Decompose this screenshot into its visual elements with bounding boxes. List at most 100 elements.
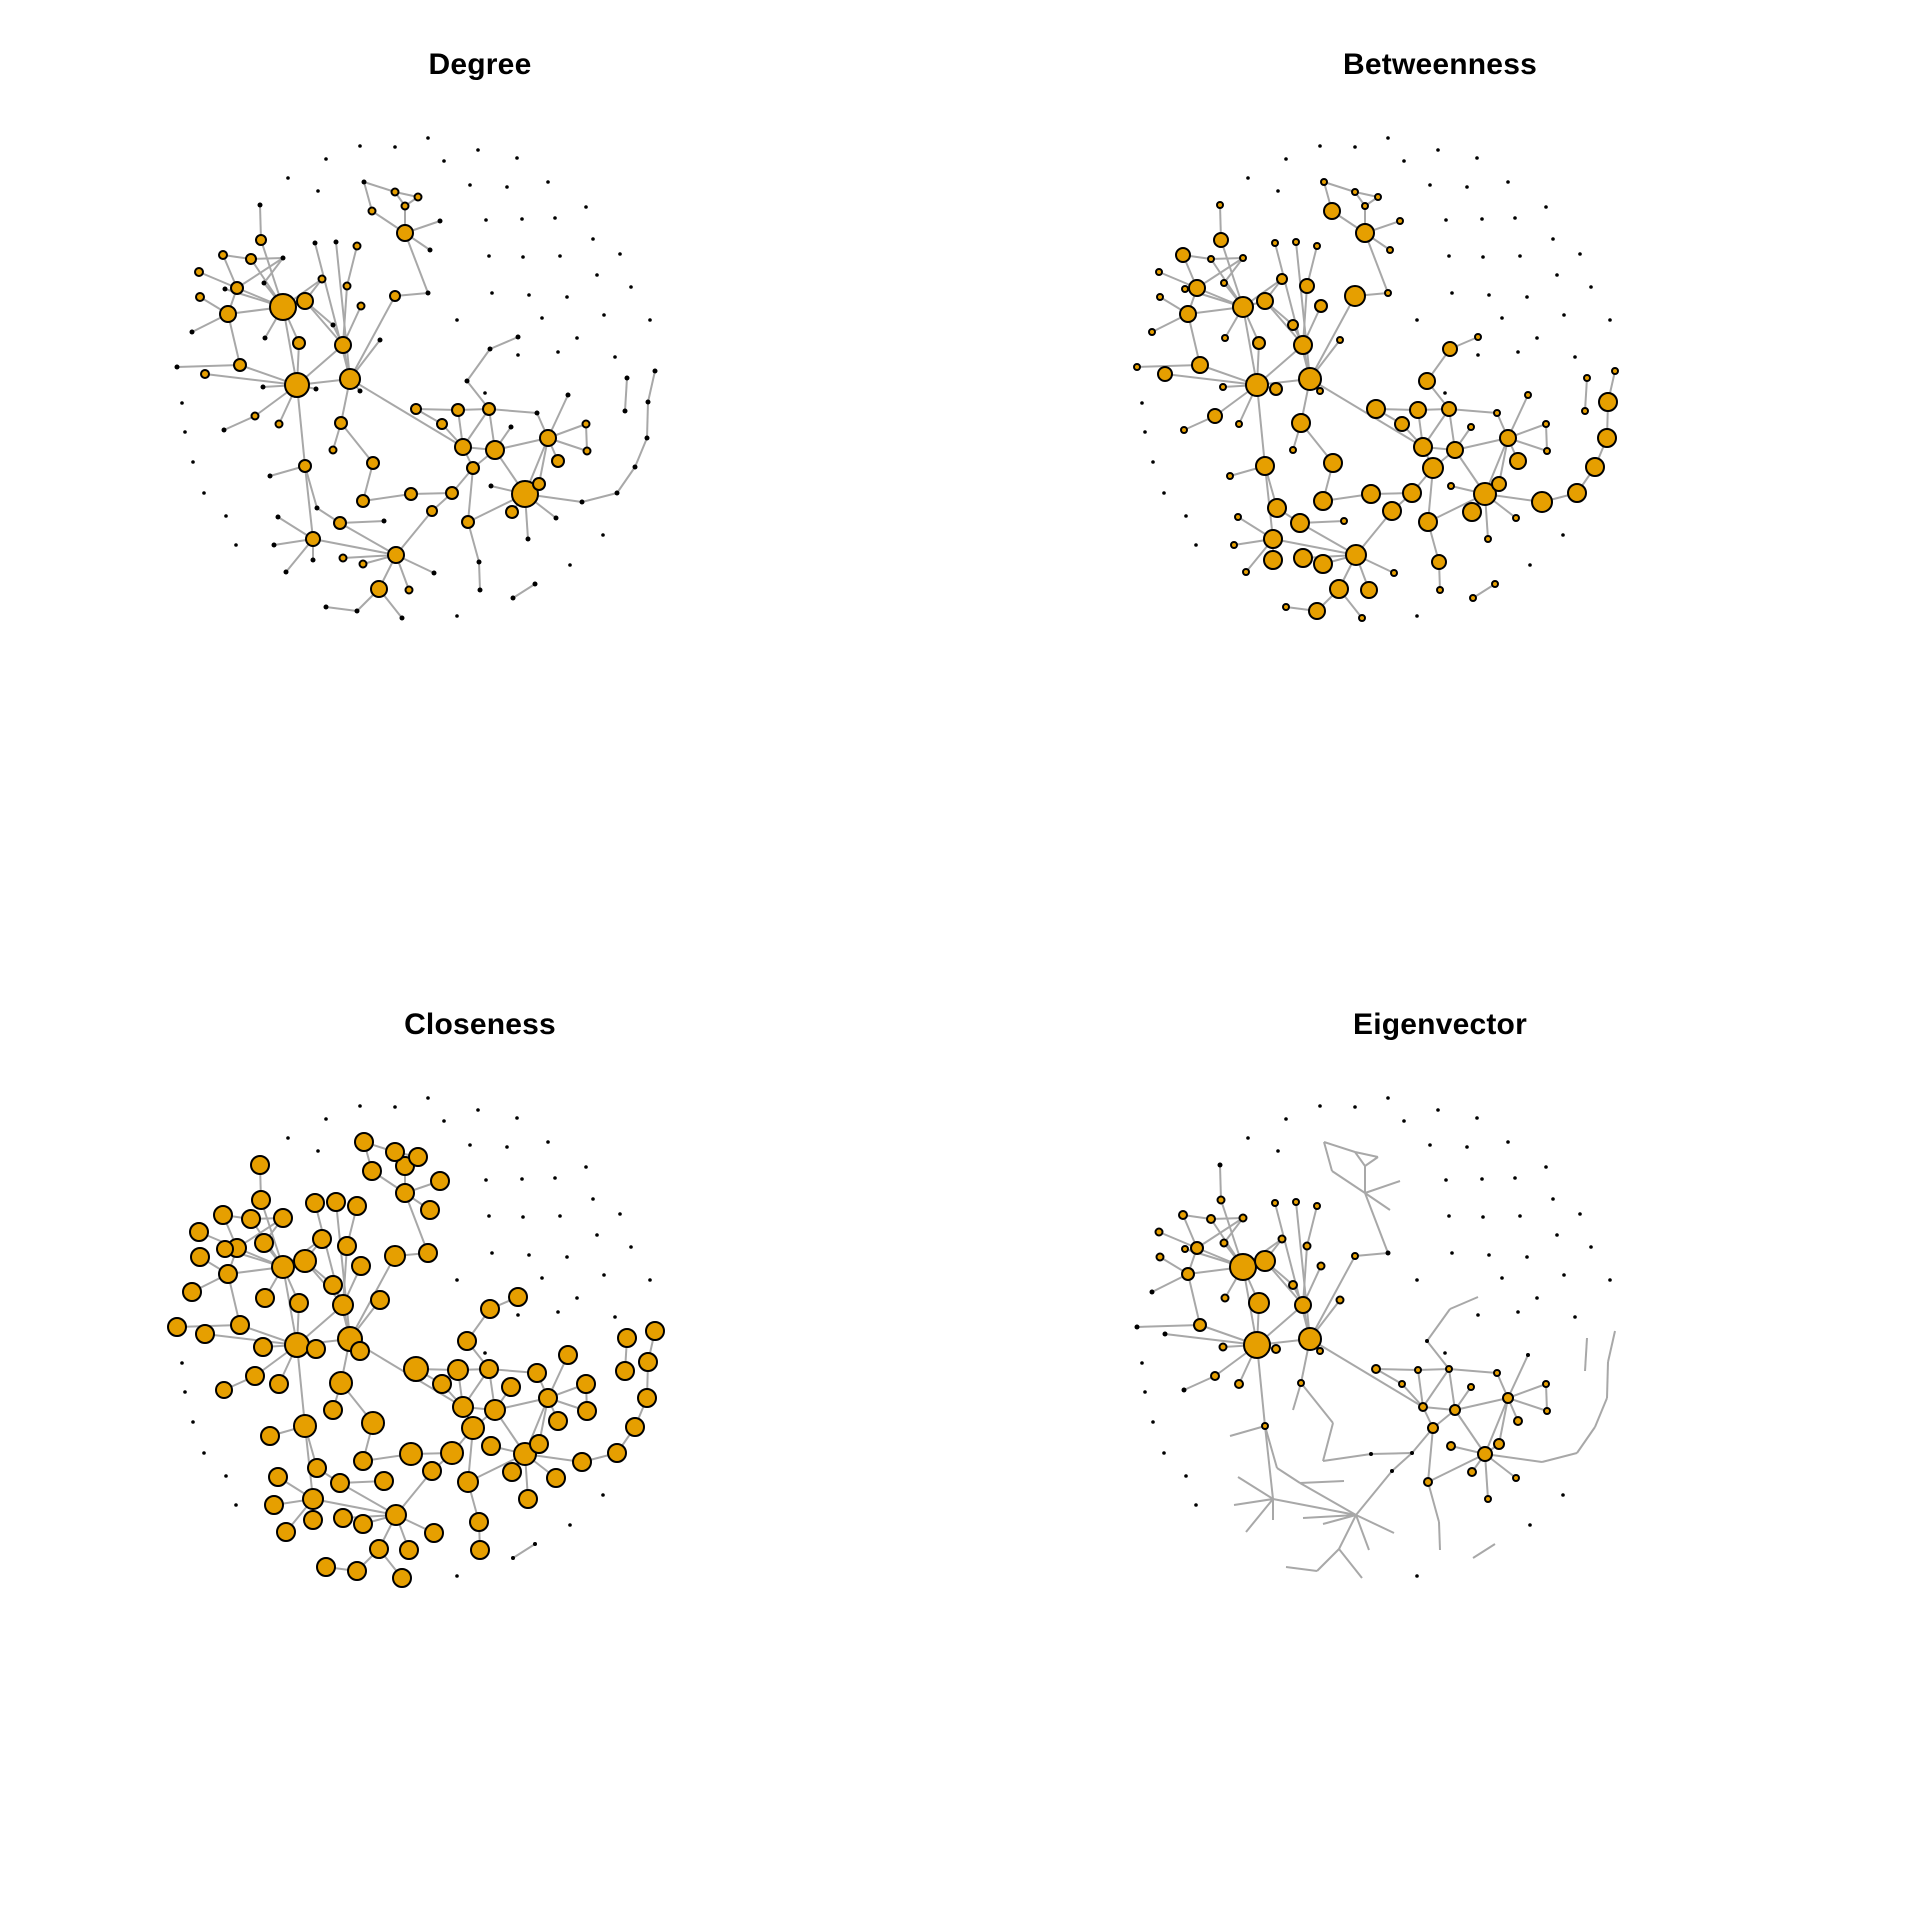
eigenvector-isolated-node — [1450, 1251, 1454, 1255]
betweenness-node — [1252, 336, 1266, 350]
degree-isolated-node — [515, 156, 519, 160]
degree-edge — [404, 232, 429, 294]
closeness-node — [330, 1473, 350, 1493]
closeness-node — [447, 1359, 469, 1381]
betweenness-isolated-node — [1551, 237, 1555, 241]
degree-isolated-node — [393, 145, 397, 149]
eigenvector-node — [1467, 1467, 1477, 1477]
betweenness-edge — [1242, 306, 1258, 386]
degree-node — [389, 290, 401, 302]
betweenness-node — [1245, 373, 1269, 397]
degree-node — [515, 334, 521, 340]
degree-edge — [342, 285, 348, 346]
eigenvector-edge — [1427, 1481, 1440, 1523]
degree-node — [476, 559, 482, 565]
betweenness-node — [1313, 554, 1333, 574]
eigenvector-isolated-node — [1500, 1276, 1504, 1280]
degree-node — [296, 292, 314, 310]
degree-node — [477, 587, 483, 593]
eigenvector-edge — [1594, 1397, 1608, 1428]
eigenvector-node — [1467, 1383, 1475, 1391]
betweenness-edge — [1545, 423, 1548, 452]
betweenness-node — [1180, 426, 1188, 434]
closeness-isolated-node — [521, 1215, 525, 1219]
degree-node — [260, 384, 266, 390]
eigenvector-edge — [1233, 1498, 1274, 1506]
eigenvector-node — [1261, 1422, 1269, 1430]
closeness-node — [351, 1256, 371, 1276]
betweenness-node — [1157, 366, 1173, 382]
degree-edge — [176, 364, 241, 368]
degree-node — [323, 604, 329, 610]
closeness-edge — [404, 1192, 429, 1254]
eigenvector-node — [1390, 1469, 1394, 1473]
eigenvector-isolated-node — [1415, 1278, 1419, 1282]
betweenness-node — [1323, 453, 1343, 473]
betweenness-isolated-node — [1506, 180, 1510, 184]
eigenvector-edge — [1454, 1397, 1509, 1411]
eigenvector-edge — [1338, 1548, 1363, 1579]
betweenness-node — [1374, 193, 1382, 201]
betweenness-node — [1360, 581, 1378, 599]
closeness-isolated-node — [286, 1136, 290, 1140]
eigenvector-node — [1542, 1380, 1550, 1388]
closeness-panel: Closeness — [0, 960, 960, 1920]
eigenvector-edge — [1584, 1337, 1588, 1372]
closeness-node — [215, 1381, 233, 1399]
degree-node — [194, 267, 204, 277]
betweenness-node — [1293, 335, 1313, 355]
closeness-node — [501, 1377, 521, 1397]
betweenness-isolated-node — [1487, 293, 1491, 297]
eigenvector-edge — [1484, 1397, 1509, 1455]
eigenvector-edge — [1391, 1452, 1413, 1472]
closeness-node — [615, 1361, 635, 1381]
closeness-isolated-node — [180, 1361, 184, 1365]
betweenness-node — [1509, 452, 1527, 470]
degree-node — [579, 499, 585, 505]
betweenness-node — [1441, 401, 1457, 417]
closeness-isolated-node — [565, 1255, 569, 1259]
betweenness-node — [1220, 279, 1228, 287]
eigenvector-node — [1229, 1253, 1257, 1281]
degree-isolated-node — [455, 614, 459, 618]
eigenvector-edge — [1472, 1543, 1496, 1559]
eigenvector-edge — [1316, 1548, 1340, 1572]
eigenvector-edge — [1295, 1201, 1311, 1340]
degree-node — [511, 480, 539, 508]
eigenvector-edge — [1309, 1255, 1356, 1340]
eigenvector-isolated-node — [1140, 1361, 1144, 1365]
eigenvector-node — [1526, 1353, 1530, 1357]
eigenvector-isolated-node — [1528, 1523, 1532, 1527]
degree-node — [487, 346, 493, 352]
betweenness-node — [1413, 437, 1433, 457]
degree-isolated-node — [484, 218, 488, 222]
closeness-isolated-node — [618, 1212, 622, 1216]
degree-isolated-node — [565, 295, 569, 299]
closeness-isolated-node — [191, 1420, 195, 1424]
eigenvector-panel: Eigenvector — [960, 960, 1920, 1920]
degree-node — [274, 419, 284, 429]
betweenness-node — [1133, 363, 1141, 371]
degree-isolated-node — [516, 353, 520, 357]
eigenvector-node — [1181, 1245, 1189, 1253]
degree-node — [334, 416, 348, 430]
eigenvector-isolated-node — [1428, 1143, 1432, 1147]
degree-node — [644, 435, 650, 441]
betweenness-node — [1234, 513, 1242, 521]
degree-isolated-node — [202, 491, 206, 495]
eigenvector-edge — [1237, 1476, 1274, 1500]
closeness-node — [370, 1290, 390, 1310]
eigenvector-node — [1243, 1331, 1271, 1359]
degree-node — [425, 290, 431, 296]
eigenvector-node — [1210, 1371, 1220, 1381]
eigenvector-node — [1294, 1296, 1312, 1314]
eigenvector-edge — [1355, 1514, 1370, 1551]
betweenness-node — [1531, 491, 1553, 513]
degree-edge — [335, 241, 351, 380]
betweenness-edge — [1274, 242, 1311, 380]
degree-node — [267, 473, 273, 479]
eigenvector-node — [1254, 1250, 1276, 1272]
eigenvector-node — [1134, 1324, 1140, 1330]
closeness-isolated-node — [568, 1523, 572, 1527]
degree-node — [338, 553, 348, 563]
